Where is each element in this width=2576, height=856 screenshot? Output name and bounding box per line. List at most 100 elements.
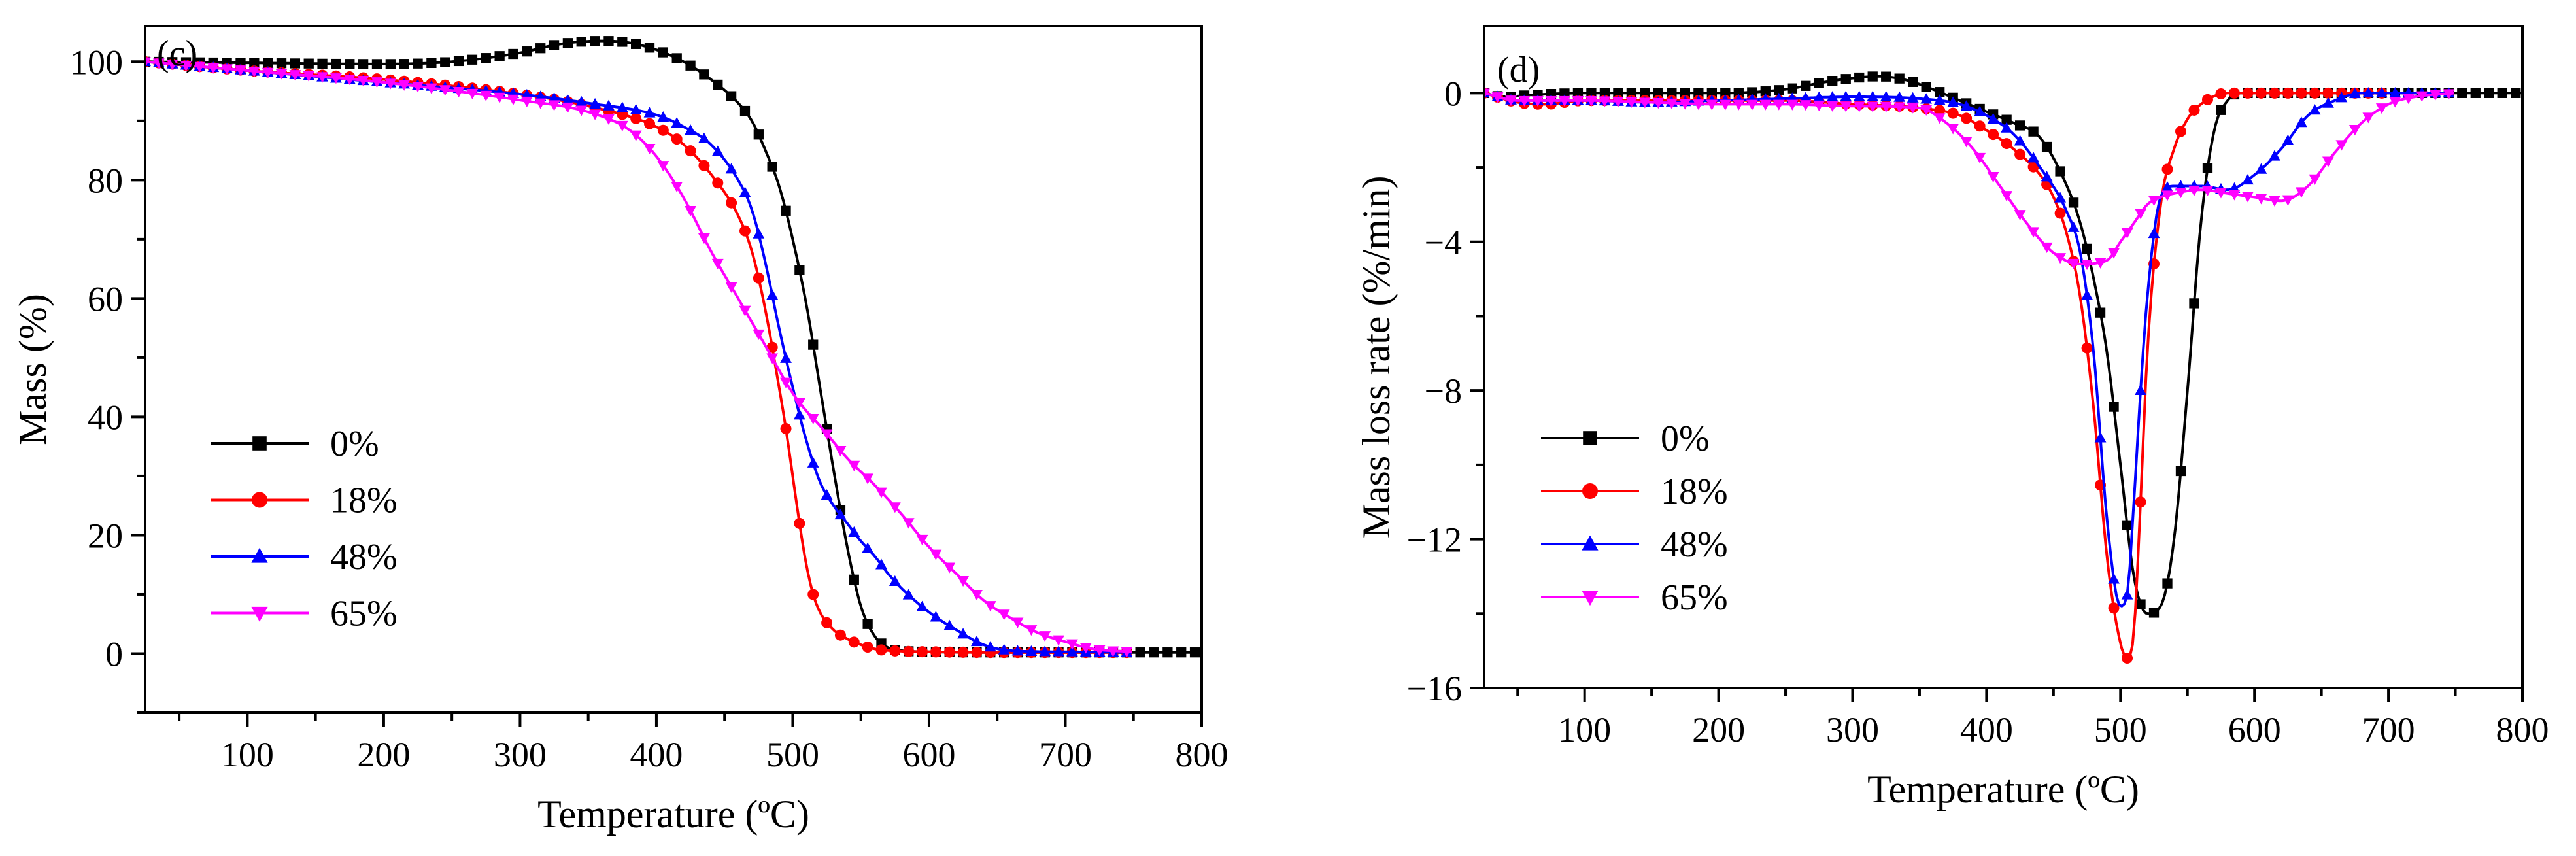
- data-point-marker: [617, 37, 628, 47]
- data-point-marker: [562, 102, 574, 114]
- data-point-marker: [494, 92, 506, 103]
- data-point-marker: [698, 233, 710, 245]
- data-point-marker: [753, 129, 764, 140]
- series-line: [145, 39, 1200, 654]
- data-point-marker: [166, 60, 178, 71]
- data-point-marker: [2175, 187, 2187, 199]
- data-point-marker: [875, 487, 887, 498]
- data-point-marker: [2135, 496, 2146, 508]
- data-point-marker: [235, 65, 246, 77]
- data-point-marker: [1545, 95, 1557, 107]
- data-point-marker: [780, 377, 792, 388]
- data-point-marker: [194, 61, 206, 73]
- data-point-marker: [1638, 97, 1651, 109]
- data-point-marker: [2189, 298, 2199, 309]
- y-axis: 0 −4 −8 −12 −16: [1407, 74, 1484, 708]
- data-point-marker: [2054, 192, 2067, 203]
- data-point-marker: [766, 353, 779, 364]
- data-point-marker: [207, 63, 220, 74]
- data-point-marker: [2122, 520, 2133, 530]
- data-point-marker: [2041, 141, 2052, 152]
- data-point-marker: [2402, 94, 2415, 105]
- data-point-marker: [1933, 113, 1946, 124]
- data-point-marker: [2484, 88, 2494, 98]
- data-point-marker: [862, 473, 874, 485]
- x-tick-label: 200: [357, 735, 410, 774]
- data-point-marker: [248, 66, 260, 78]
- data-point-marker: [1854, 72, 1865, 83]
- legend-item: 48%: [211, 537, 398, 577]
- data-point-marker: [1840, 74, 1851, 84]
- legend-label: 0%: [1661, 419, 1710, 459]
- data-point-marker: [575, 105, 588, 116]
- data-point-marker: [2148, 227, 2160, 239]
- data-point-marker: [834, 629, 846, 641]
- data-point-marker: [1920, 105, 1933, 116]
- y-tick-label: 0: [1444, 74, 1462, 113]
- data-point-marker: [998, 643, 1010, 655]
- data-point-marker: [2216, 105, 2226, 115]
- data-point-marker: [589, 97, 602, 109]
- data-point-marker: [643, 144, 656, 155]
- panel-d-mass-loss-rate-chart: 100 200 300 400 500 600 700 800 0 −4 −8 −12 −16 Tempe…: [1355, 25, 2549, 811]
- data-point-marker: [2375, 86, 2388, 98]
- y-tick-label: −12: [1407, 521, 1462, 560]
- data-point-marker: [466, 88, 479, 99]
- data-point-marker: [330, 73, 342, 84]
- data-point-marker: [671, 117, 683, 128]
- data-point-marker: [657, 161, 669, 172]
- data-point-marker: [957, 628, 970, 639]
- data-point-marker: [2081, 342, 2093, 354]
- data-point-marker: [875, 558, 887, 570]
- legend-marker: [252, 436, 267, 451]
- panel-label: (c): [157, 33, 197, 74]
- data-point-marker: [316, 72, 328, 83]
- data-point-marker: [643, 107, 656, 118]
- data-point-marker: [1813, 100, 1825, 112]
- data-point-marker: [385, 59, 396, 69]
- data-point-marker: [671, 53, 682, 63]
- data-point-marker: [848, 460, 860, 471]
- data-point-marker: [290, 58, 301, 69]
- data-point-marker: [753, 272, 764, 284]
- data-point-marker: [807, 456, 819, 468]
- y-tick-label: 40: [88, 398, 123, 437]
- x-tick-label: 400: [630, 735, 683, 774]
- data-point-marker: [699, 69, 709, 80]
- data-point-marker: [2122, 653, 2133, 664]
- data-point-marker: [603, 36, 614, 46]
- data-point-marker: [1719, 99, 1731, 111]
- data-point-marker: [889, 575, 901, 586]
- data-point-marker: [2108, 573, 2120, 584]
- plot-frame: [1483, 25, 2524, 689]
- data-point-marker: [2135, 599, 2146, 609]
- data-point-marker: [2348, 125, 2361, 136]
- data-point-marker: [848, 526, 860, 538]
- x-tick-label: 300: [494, 735, 547, 774]
- data-point-marker: [263, 58, 273, 69]
- data-point-marker: [2175, 126, 2186, 137]
- data-point-marker: [371, 59, 382, 69]
- data-point-marker: [616, 101, 628, 112]
- data-point-marker: [1799, 92, 1812, 103]
- x-tick-label: 500: [2094, 710, 2147, 749]
- data-point-marker: [902, 589, 915, 600]
- data-point-marker: [2255, 194, 2267, 205]
- data-point-marker: [2201, 94, 2213, 105]
- data-point-marker: [2322, 87, 2334, 99]
- data-point-marker: [2001, 122, 2013, 133]
- data-point-marker: [1934, 105, 1946, 116]
- data-point-marker: [793, 398, 805, 409]
- series-line: [1484, 92, 2454, 608]
- data-point-marker: [1746, 99, 1758, 111]
- data-point-marker: [739, 105, 751, 116]
- data-point-marker: [1774, 85, 1784, 95]
- data-point-marker: [1612, 96, 1624, 108]
- data-point-marker: [2161, 190, 2173, 201]
- panel-c-mass-chart: 100 200 300 400 500 600 700 800 0 20 40 60 80 100 Temp…: [11, 25, 1229, 836]
- data-point-marker: [562, 94, 574, 105]
- data-point-marker: [1772, 99, 1785, 111]
- data-point-marker: [2109, 402, 2119, 412]
- data-point-marker: [2108, 602, 2120, 614]
- data-point-marker: [1747, 87, 1757, 97]
